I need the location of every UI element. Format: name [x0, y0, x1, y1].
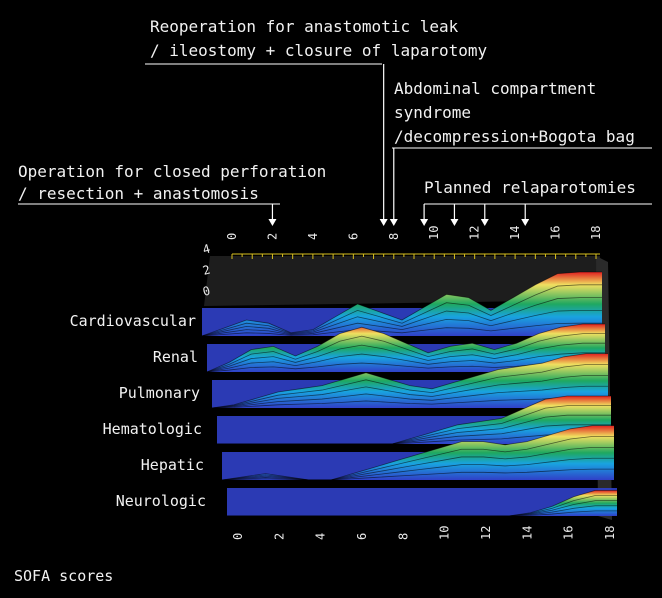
annotation-text: / ileostomy + closure of laparotomy	[150, 41, 488, 60]
series-contour	[217, 395, 611, 445]
series-area	[227, 490, 617, 516]
arrow-head	[379, 219, 388, 226]
bottom-tick-label: 14	[520, 526, 534, 540]
arrow-head	[268, 219, 277, 226]
series-labels: Cardiovascular Renal Pulmonary Hematologic H…	[70, 312, 206, 510]
top-tick-label: 18	[589, 226, 603, 240]
series-contour	[201, 297, 602, 337]
annotation-text: Operation for closed perforation	[18, 162, 326, 181]
series-label: Renal	[153, 348, 198, 366]
bottom-tick-label: 6	[355, 533, 369, 540]
series-contour	[206, 333, 605, 373]
annotation-text: / resection + anastomosis	[18, 184, 259, 203]
series-label: Pulmonary	[119, 384, 200, 402]
top-axis-ticks: 0 2 4 6 8 10 12 14 16 18	[225, 226, 603, 259]
series-contour	[227, 490, 617, 517]
bottom-axis-ticks: 0 2 4 6 8 10 12 14 16 18	[231, 526, 617, 540]
annotation-text: Abdominal compartment	[394, 79, 596, 98]
z-tick-label: 0	[201, 284, 212, 299]
series-label: Cardiovascular	[70, 312, 196, 330]
chart-mesh	[201, 271, 617, 517]
series-label: Hepatic	[141, 456, 204, 474]
series-contour	[206, 342, 605, 373]
series-contour	[221, 425, 614, 481]
series-area	[212, 353, 608, 408]
bottom-tick-label: 8	[396, 533, 410, 540]
bottom-tick-label: 0	[231, 533, 245, 540]
footer-label: SOFA scores	[14, 567, 113, 585]
series-contour	[221, 436, 614, 481]
series-contour	[206, 352, 605, 373]
z-axis-ticks: 4 2 0	[201, 242, 212, 299]
arrow-head	[480, 219, 489, 226]
arrow-head	[420, 219, 429, 226]
back-plane	[204, 256, 602, 306]
series-contour	[211, 396, 608, 409]
top-tick-label: 0	[225, 233, 239, 240]
series-floor	[227, 488, 617, 516]
top-tick-label: 10	[427, 226, 441, 240]
series-label: Neurologic	[116, 492, 206, 510]
series-contour	[201, 310, 602, 337]
series-contour	[211, 353, 608, 409]
annotations: Operation for closed perforation / resect…	[18, 17, 652, 226]
bottom-tick-label: 18	[603, 526, 617, 540]
bottom-tick-label: 10	[438, 526, 452, 540]
top-tick-label: 14	[508, 226, 522, 240]
top-tick-label: 6	[346, 233, 360, 240]
annotation-text: Reoperation for anastomotic leak	[150, 17, 459, 36]
z-tick-label: 4	[201, 242, 212, 257]
arrow-head	[389, 219, 398, 226]
series-area	[202, 272, 602, 336]
series-contour	[221, 457, 614, 481]
annotation-text: /decompression+Bogota bag	[394, 127, 635, 146]
series-contour	[201, 271, 602, 337]
top-tick-label: 4	[306, 233, 320, 240]
z-tick-label: 2	[201, 263, 212, 278]
annotation-text: syndrome	[394, 103, 471, 122]
top-tick-label: 12	[468, 226, 482, 240]
series-contour	[201, 322, 602, 337]
series-area	[207, 324, 605, 372]
series-contour	[221, 446, 614, 481]
annotation-text: Planned relaparotomies	[424, 178, 636, 197]
top-tick-label: 16	[549, 226, 563, 240]
top-tick-label: 8	[387, 233, 401, 240]
series-contour	[206, 323, 605, 373]
series-contour	[201, 284, 602, 337]
bottom-tick-label: 12	[479, 526, 493, 540]
arrow-head	[521, 219, 530, 226]
arrow-head	[450, 219, 459, 226]
series-contour	[211, 385, 608, 409]
series-contour	[221, 468, 614, 481]
top-tick-label: 2	[265, 233, 279, 240]
series-contour	[211, 364, 608, 409]
series-label: Hematologic	[103, 420, 202, 438]
series-contour	[211, 374, 608, 409]
bottom-tick-label: 2	[272, 533, 286, 540]
series-area	[222, 425, 614, 480]
bottom-tick-label: 4	[314, 533, 328, 540]
bottom-tick-label: 16	[562, 526, 576, 540]
